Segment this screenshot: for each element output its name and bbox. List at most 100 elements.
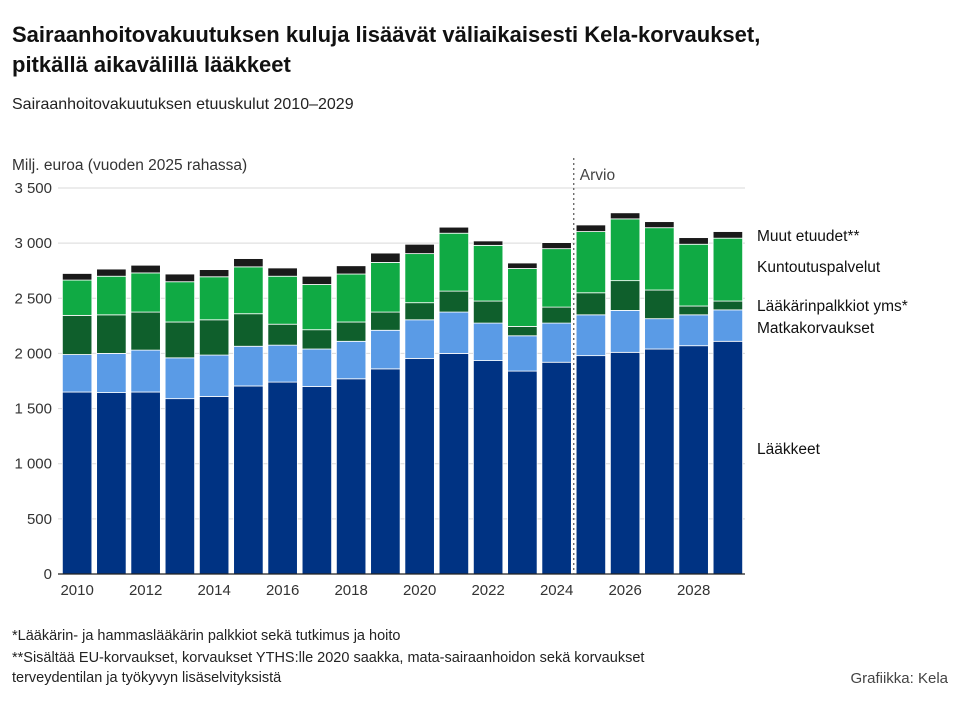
legend-label-4: Kuntoutuspalvelut (757, 259, 881, 276)
bar-segment-1 (198, 396, 230, 575)
bar-segment-4 (438, 232, 470, 292)
bar-segment-3 (164, 321, 196, 359)
bar-segment-4 (198, 276, 230, 321)
bar-segment-1 (644, 348, 675, 575)
x-tick-label: 2012 (129, 582, 162, 599)
bar-segment-3 (61, 314, 93, 355)
bar-segment-2 (644, 318, 675, 350)
bar-segment-5 (233, 258, 264, 268)
bar-segment-5 (404, 243, 435, 255)
bar-segment-5 (644, 221, 675, 229)
chart-subtitle: Sairaanhoitovakuutuksen etuuskulut 2010–… (12, 96, 354, 113)
footnote-1: *Lääkärin- ja hammaslääkärin palkkiot se… (12, 628, 401, 644)
legend-label-1: Lääkkeet (757, 441, 821, 458)
y-tick-label: 3 500 (14, 180, 52, 197)
bar-segment-1 (472, 360, 504, 575)
bar-segment-2 (575, 314, 607, 357)
title-line-1: Sairaanhoitovakuutuksen kuluja lisäävät … (12, 22, 761, 47)
bar-segment-5 (541, 242, 572, 250)
bar-segment-5 (61, 273, 93, 281)
bar-segment-3 (712, 300, 744, 311)
y-tick-label: 1 000 (14, 456, 52, 473)
x-tick-label: 2024 (540, 582, 573, 599)
bar-segment-4 (335, 273, 367, 323)
bar-segment-2 (438, 311, 470, 354)
x-tick-label: 2020 (403, 582, 436, 599)
bar-segment-4 (267, 275, 298, 325)
bar-segment-3 (267, 323, 298, 346)
legend-label-3: Lääkärinpalkkiot yms* (757, 298, 908, 315)
y-axis-label: Milj. euroa (vuoden 2025 rahassa) (12, 157, 247, 174)
bar-segment-1 (233, 385, 264, 575)
bar-segment-3 (507, 326, 538, 337)
bar-segment-5 (472, 240, 504, 246)
bar-segment-3 (609, 280, 641, 311)
bar-segment-5 (198, 269, 230, 278)
bar-segment-4 (472, 244, 504, 302)
bar-segment-2 (233, 345, 264, 387)
bar-segment-3 (96, 314, 127, 354)
bar-segment-1 (404, 357, 435, 575)
bar-segment-4 (130, 272, 161, 313)
bar-segment-2 (198, 354, 230, 397)
bar-segment-3 (301, 329, 333, 350)
bar-segment-1 (438, 353, 470, 575)
bar-segment-5 (267, 267, 298, 277)
bar-segment-4 (233, 266, 264, 315)
x-tick-label: 2022 (471, 582, 504, 599)
bar-segment-4 (301, 284, 333, 331)
x-tick-label: 2028 (677, 582, 710, 599)
bar-segment-1 (541, 361, 572, 575)
y-tick-label: 0 (44, 566, 52, 583)
x-tick-label: 2016 (266, 582, 299, 599)
y-tick-label: 2 500 (14, 290, 52, 307)
bar-segment-1 (96, 392, 127, 575)
bar-segment-4 (507, 268, 538, 327)
bar-segment-3 (541, 306, 572, 324)
bar-segment-2 (678, 314, 709, 347)
bar-segment-5 (438, 226, 470, 234)
bar-segment-5 (678, 237, 709, 245)
bar-segment-2 (96, 353, 127, 393)
y-tick-label: 500 (27, 511, 52, 528)
bar-segment-1 (267, 381, 298, 575)
bar-segment-1 (61, 391, 93, 575)
bar-segment-5 (609, 212, 641, 220)
chart-title: Sairaanhoitovakuutuksen kuluja lisäävät … (12, 20, 912, 80)
bar-segment-3 (438, 290, 470, 313)
y-tick-label: 3 000 (14, 235, 52, 252)
bar-segment-1 (507, 370, 538, 575)
bar-segment-4 (164, 281, 196, 323)
bar-segment-4 (712, 237, 744, 302)
bar-segment-2 (712, 309, 744, 342)
bar-segment-4 (644, 227, 675, 291)
footnote-2b: terveydentilan ja työkyvyn lisäselvityks… (12, 670, 282, 686)
bar-segment-1 (678, 345, 709, 575)
legend-label-2: Matkakorvaukset (757, 320, 875, 337)
bar-segment-2 (130, 349, 161, 393)
bar-segment-3 (472, 300, 504, 324)
bar-segment-1 (335, 378, 367, 575)
bar-segment-1 (301, 386, 333, 575)
bar-segment-3 (370, 311, 401, 331)
bar-segment-3 (198, 319, 230, 356)
bar-segment-5 (370, 252, 401, 263)
y-tick-label: 1 500 (14, 401, 52, 418)
bar-segment-2 (404, 319, 435, 359)
estimate-label: Arvio (580, 167, 615, 184)
bar-segment-5 (130, 264, 161, 274)
bar-segment-1 (609, 351, 641, 575)
bar-segment-5 (575, 224, 607, 232)
bar-segment-3 (233, 313, 264, 347)
bar-segment-5 (335, 265, 367, 275)
graphics-credit: Grafiikka: Kela (850, 670, 948, 687)
bar-segment-5 (712, 231, 744, 239)
bar-segment-2 (609, 310, 641, 353)
bar-segment-3 (404, 302, 435, 321)
x-tick-label: 2026 (608, 582, 641, 599)
bar-segment-4 (678, 243, 709, 307)
bar-segment-5 (164, 273, 196, 283)
x-tick-label: 2014 (197, 582, 230, 599)
bar-segment-2 (267, 344, 298, 383)
